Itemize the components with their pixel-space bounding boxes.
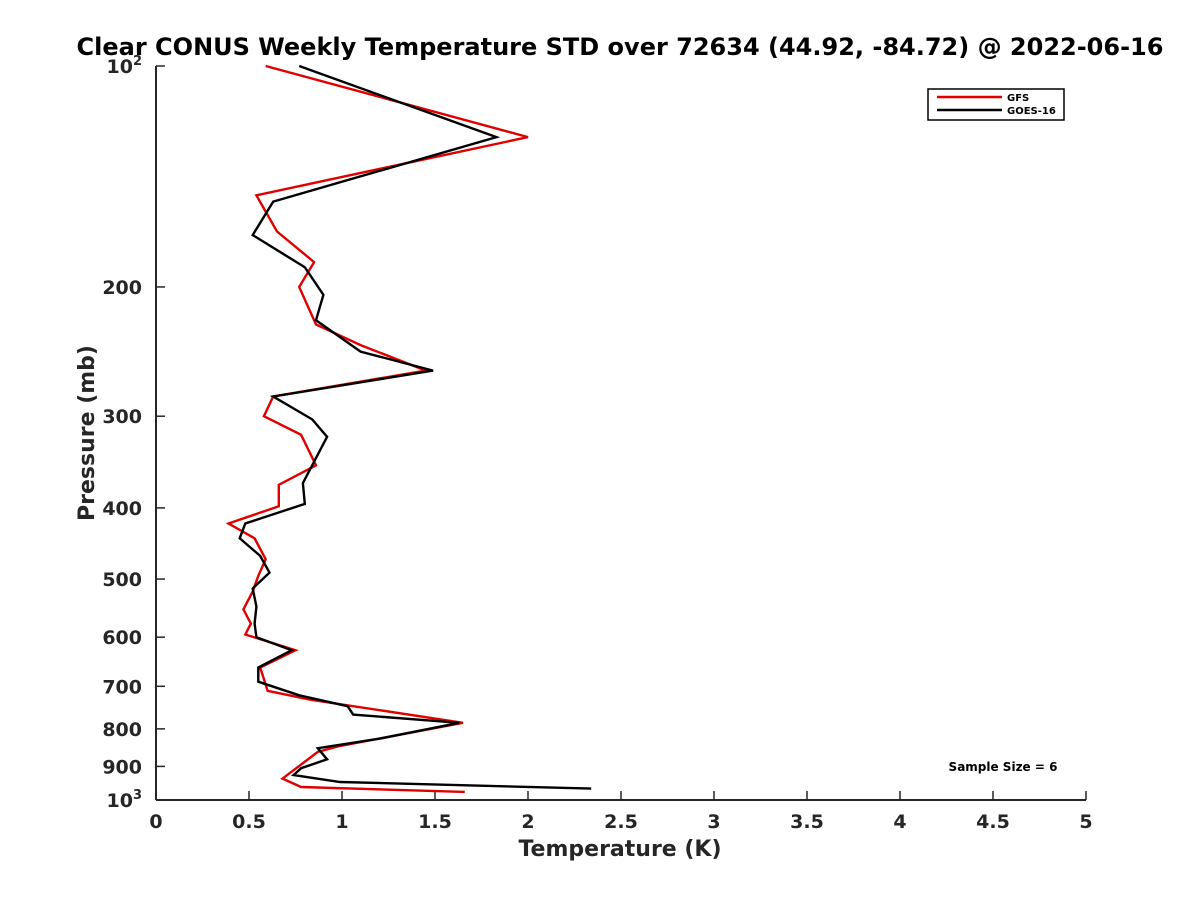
x-tick-label: 0 bbox=[149, 811, 162, 833]
y-axis-title: Pressure (mb) bbox=[75, 345, 100, 521]
chart-title: Clear CONUS Weekly Temperature STD over … bbox=[77, 33, 1164, 61]
y-tick-label: 800 bbox=[102, 719, 142, 741]
x-tick-label: 4 bbox=[893, 811, 906, 833]
y-tick-label: 600 bbox=[102, 627, 142, 649]
legend-label-goes16: GOES-16 bbox=[1007, 106, 1056, 117]
legend-box bbox=[927, 88, 1065, 121]
x-tick-label: 5 bbox=[1079, 811, 1092, 833]
sample-size-annotation: Sample Size = 6 bbox=[949, 760, 1058, 774]
y-tick-label: 700 bbox=[102, 676, 142, 698]
y-tick-label: 500 bbox=[102, 569, 142, 591]
series-line-gfs bbox=[225, 64, 529, 794]
y-tick-label: 102 bbox=[107, 54, 143, 78]
legend-label-gfs: GFS bbox=[1007, 93, 1029, 104]
axes: 0 0.5 1 1.5 2 2.5 3 3.5 4 4.5 5 102 200 300 400 500 600 7… bbox=[102, 54, 1092, 833]
y-tick-label: 400 bbox=[102, 498, 142, 520]
y-tick-label: 900 bbox=[102, 756, 142, 778]
x-tick-label: 3.5 bbox=[790, 811, 824, 833]
x-tick-label: 2 bbox=[521, 811, 534, 833]
y-tick-label: 200 bbox=[102, 277, 142, 299]
x-tick-label: 0.5 bbox=[232, 811, 266, 833]
x-axis-title: Temperature (K) bbox=[518, 837, 721, 862]
series-line-goes16 bbox=[238, 64, 592, 790]
y-tick-label: 300 bbox=[102, 406, 142, 428]
x-tick-label: 3 bbox=[707, 811, 720, 833]
x-tick-label: 1 bbox=[335, 811, 348, 833]
legend: GFS GOES-16 bbox=[927, 88, 1065, 121]
x-tick-label: 4.5 bbox=[976, 811, 1010, 833]
x-tick-label: 1.5 bbox=[418, 811, 452, 833]
x-tick-label: 2.5 bbox=[604, 811, 638, 833]
series-group bbox=[225, 64, 592, 794]
y-tick-label: 103 bbox=[107, 788, 143, 812]
